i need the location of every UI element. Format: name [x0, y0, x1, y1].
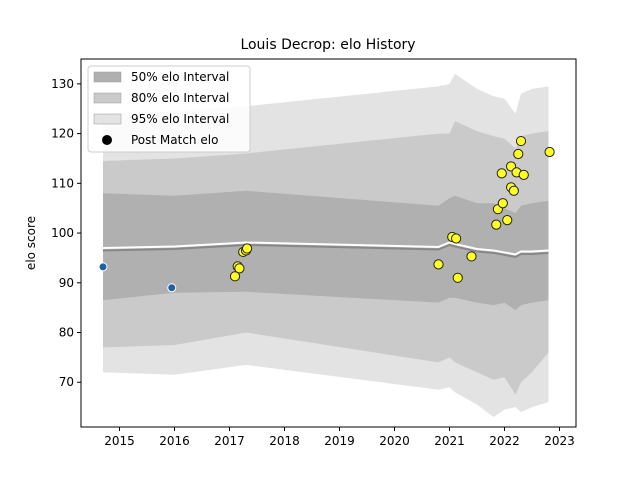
data-point-7: [242, 243, 253, 254]
y-tick-label-110: 110: [51, 176, 74, 190]
data-point-22: [513, 148, 524, 160]
data-point-23: [515, 135, 527, 147]
x-tick-label-2019: 2019: [324, 434, 355, 448]
x-tick-label-2016: 2016: [159, 434, 190, 448]
y-tick-label-100: 100: [51, 226, 74, 240]
y-tick-label-120: 120: [51, 127, 74, 141]
x-tick-label-2022: 2022: [489, 434, 520, 448]
x-tick-label-2018: 2018: [269, 434, 300, 448]
y-tick-label-90: 90: [59, 276, 74, 290]
data-point-11: [452, 272, 463, 283]
legend-label-1: 80% elo Interval: [131, 91, 229, 105]
x-tick-label-2017: 2017: [214, 434, 245, 448]
data-point-12: [466, 251, 477, 262]
x-tick-label-2021: 2021: [434, 434, 465, 448]
legend-box: [87, 65, 251, 153]
y-tick-label-80: 80: [59, 326, 74, 340]
plot-area: [98, 73, 555, 418]
legend: 50% elo Interval 80% elo Interval 95% elo …: [87, 65, 251, 153]
data-point-20: [508, 185, 519, 196]
data-point-13: [491, 219, 502, 230]
legend-swatch-0: [93, 71, 122, 83]
legend-swatch-1: [93, 92, 122, 104]
legend-marker-3: [102, 135, 112, 145]
band-50: [103, 190, 549, 311]
plot-frame: [80, 58, 577, 428]
x-tick-label-2015: 2015: [104, 434, 135, 448]
axes: 2015 2016 2017 2018 2019 2020 2021 2022 2023 70 80…: [51, 58, 577, 448]
data-point-24: [518, 169, 529, 180]
data-point-10: [451, 233, 462, 244]
data-point-8: [433, 259, 444, 270]
legend-swatch-2: [93, 113, 122, 125]
data-point-15: [496, 168, 507, 179]
legend-label-0: 50% elo Interval: [131, 70, 229, 84]
y-tick-label-130: 130: [51, 77, 74, 91]
data-point-2: [229, 271, 241, 282]
data-point-17: [502, 215, 513, 226]
data-point-0: [98, 262, 108, 272]
mean-outline: [102, 241, 549, 256]
data-point-1: [167, 283, 177, 293]
data-point-16: [497, 198, 508, 209]
x-tick-label-2020: 2020: [379, 434, 410, 448]
chart-title: Louis Decrop: elo History: [240, 37, 415, 53]
legend-label-3: Post Match elo: [131, 133, 218, 147]
y-tick-label-70: 70: [59, 375, 74, 389]
data-point-4: [234, 263, 245, 274]
x-tick-label-2023: 2023: [544, 434, 575, 448]
legend-label-2: 95% elo Interval: [131, 112, 229, 126]
y-axis-label: elo score: [24, 216, 38, 270]
data-point-25: [544, 146, 555, 158]
